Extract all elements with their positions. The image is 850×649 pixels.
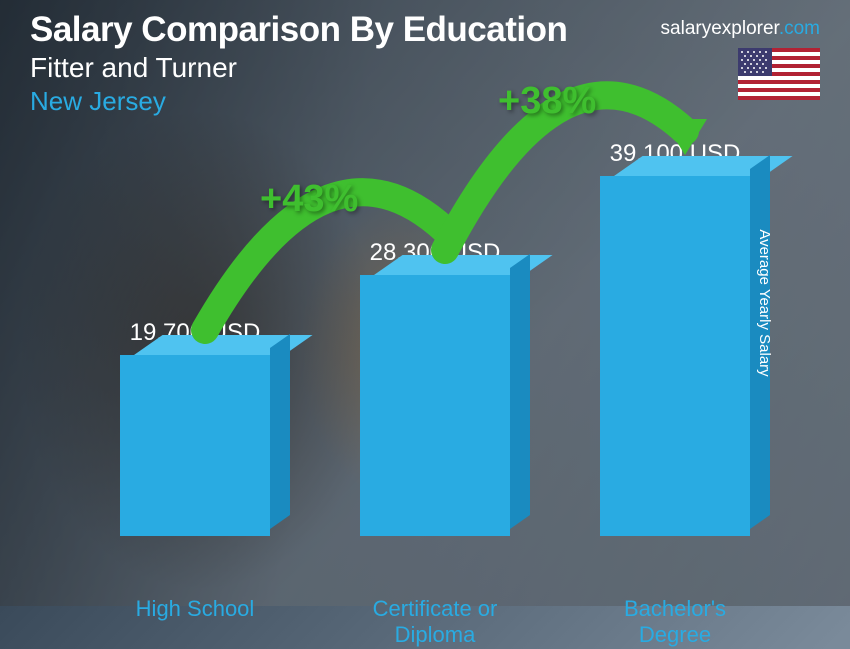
attribution: salaryexplorer.com bbox=[661, 18, 820, 40]
chart-subtitle: Fitter and Turner bbox=[30, 52, 820, 84]
flag-svg bbox=[738, 48, 820, 100]
attribution-main: salaryexplorer bbox=[661, 18, 779, 39]
y-axis-label: Average Yearly Salary bbox=[756, 229, 773, 376]
chart-location: New Jersey bbox=[30, 86, 820, 117]
flag-us bbox=[738, 48, 820, 100]
attribution-suffix: .com bbox=[779, 18, 820, 39]
increase-pct-label: +43% bbox=[260, 178, 358, 221]
